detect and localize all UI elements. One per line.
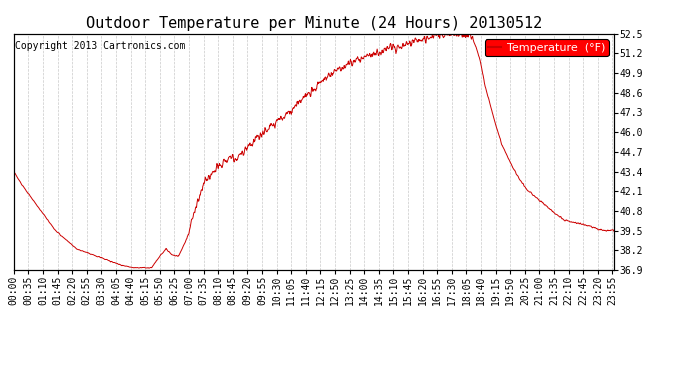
Legend: Temperature  (°F): Temperature (°F)	[484, 39, 609, 56]
Title: Outdoor Temperature per Minute (24 Hours) 20130512: Outdoor Temperature per Minute (24 Hours…	[86, 16, 542, 31]
Text: Copyright 2013 Cartronics.com: Copyright 2013 Cartronics.com	[15, 41, 186, 51]
